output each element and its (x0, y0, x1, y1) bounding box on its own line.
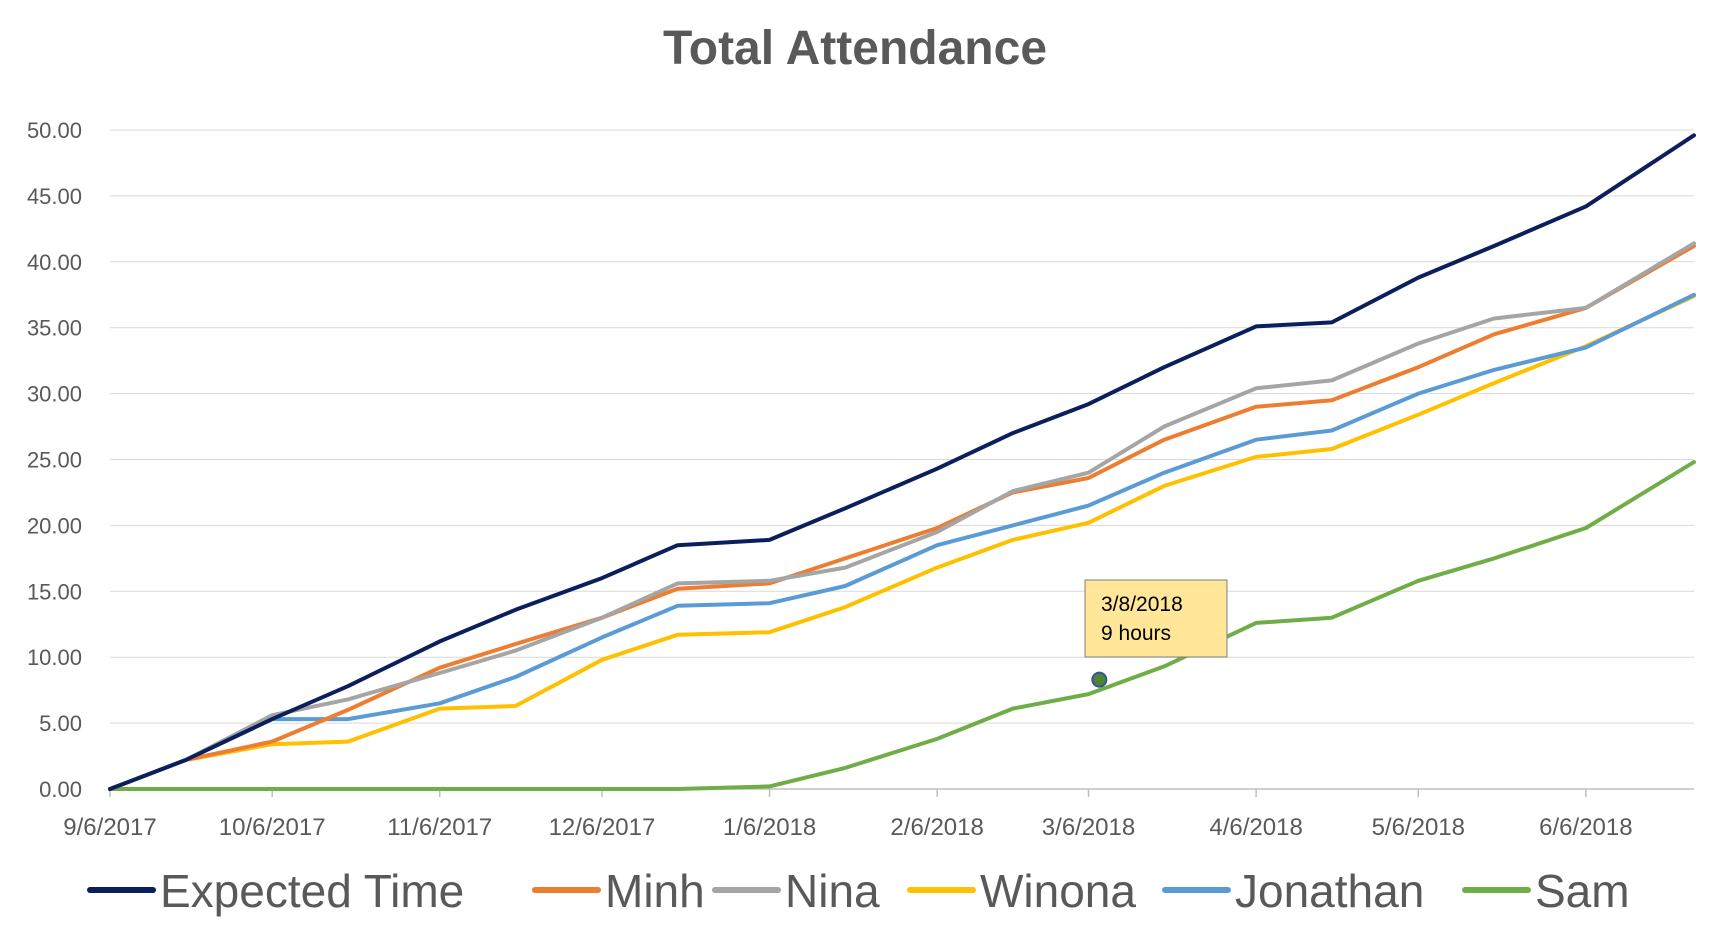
x-tick-label: 1/6/2018 (723, 814, 816, 841)
y-tick-label: 20.00 (27, 513, 82, 538)
legend: Expected Time Minh Nina Winona Jonathan Sam (87, 865, 1630, 917)
x-axis-ticks: 9/6/2017 10/6/2017 11/6/2017 12/6/2017 1/6/2… (63, 789, 1633, 841)
y-tick-label: 40.00 (27, 250, 82, 275)
series-line-winona (108, 294, 1696, 791)
callout-hours: 9 hours (1101, 622, 1171, 645)
x-tick-label: 12/6/2017 (549, 814, 656, 841)
legend-label: Winona (980, 865, 1136, 917)
callout-date: 3/8/2018 (1101, 593, 1183, 616)
series-line-minh (108, 244, 1696, 791)
y-tick-label: 5.00 (39, 711, 82, 736)
data-callout: 3/8/2018 9 hours (1084, 579, 1228, 688)
y-tick-label: 25.00 (27, 448, 82, 473)
y-axis-ticks: 0.00 5.00 10.00 15.00 20.00 25.00 30.00 35.00 40… (27, 118, 82, 802)
series-line-expected-time (108, 133, 1696, 791)
y-tick-label: 10.00 (27, 645, 82, 670)
x-tick-label: 4/6/2018 (1209, 814, 1302, 841)
x-tick-label: 11/6/2017 (387, 814, 492, 841)
series-lines (108, 133, 1696, 791)
x-tick-label: 10/6/2017 (219, 814, 326, 841)
x-tick-label: 3/6/2018 (1042, 814, 1135, 841)
y-tick-label: 30.00 (27, 382, 82, 407)
series-line-jonathan (108, 292, 1696, 791)
series-line-nina (108, 241, 1696, 791)
x-tick-label: 2/6/2018 (890, 814, 983, 841)
y-tick-label: 45.00 (27, 184, 82, 209)
legend-label: Jonathan (1235, 865, 1424, 917)
y-tick-label: 35.00 (27, 316, 82, 341)
gridlines (110, 129, 1694, 790)
legend-label: Expected Time (160, 865, 464, 917)
y-tick-label: 50.00 (27, 118, 82, 143)
chart-title: Total Attendance (663, 22, 1047, 75)
x-tick-label: 9/6/2017 (63, 814, 156, 841)
x-tick-label: 6/6/2018 (1539, 814, 1632, 841)
y-tick-label: 15.00 (27, 579, 82, 604)
legend-label: Nina (785, 865, 880, 917)
y-tick-label: 0.00 (39, 777, 82, 802)
legend-label: Minh (605, 865, 705, 917)
legend-label: Sam (1535, 865, 1630, 917)
callout-marker (1091, 671, 1108, 688)
callout-box (1084, 579, 1228, 658)
x-tick-label: 5/6/2018 (1372, 814, 1465, 841)
series-line-sam (108, 460, 1696, 791)
